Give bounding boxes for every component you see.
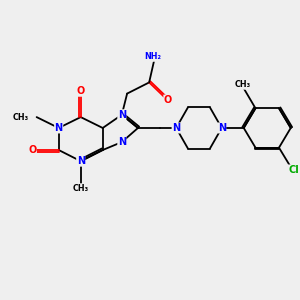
Text: CH₃: CH₃ — [234, 80, 250, 89]
Text: Cl: Cl — [288, 165, 299, 175]
Text: N: N — [172, 123, 180, 133]
Text: NH₂: NH₂ — [144, 52, 161, 62]
Text: N: N — [118, 110, 126, 120]
Text: CH₃: CH₃ — [12, 112, 28, 122]
Text: N: N — [218, 123, 226, 133]
Text: O: O — [164, 95, 172, 105]
Text: N: N — [118, 137, 126, 147]
Text: N: N — [55, 123, 63, 133]
Text: O: O — [76, 86, 85, 96]
Text: O: O — [28, 145, 36, 155]
Text: N: N — [76, 156, 85, 166]
Text: CH₃: CH₃ — [73, 184, 89, 193]
